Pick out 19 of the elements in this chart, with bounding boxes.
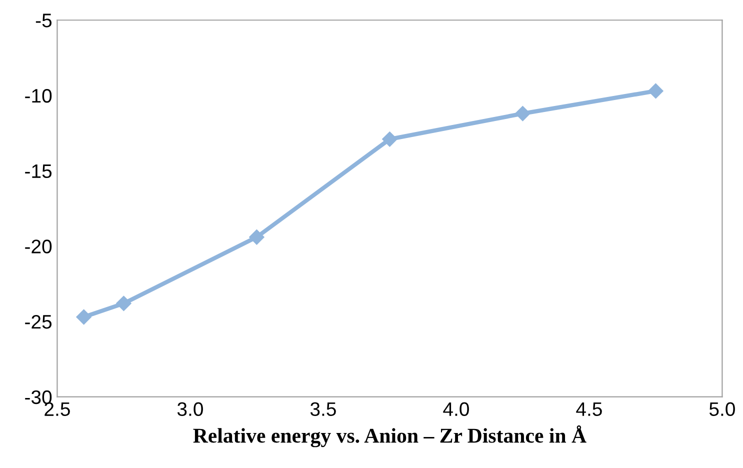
- x-tick-label: 4.5: [576, 402, 602, 416]
- y-tick-label: -20: [25, 240, 52, 254]
- y-tick-label: -30: [25, 390, 52, 404]
- x-tick-label: 2.5: [44, 402, 70, 416]
- x-tick-label: 3.5: [310, 402, 336, 416]
- point: [515, 106, 530, 122]
- y-tick-label: -10: [25, 88, 52, 103]
- point: [382, 132, 398, 147]
- y-tick-label: -25: [25, 314, 52, 329]
- point: [76, 309, 92, 325]
- point: [249, 230, 264, 245]
- x-tick-label: 3.0: [177, 402, 203, 416]
- y-tick-label: -5: [36, 14, 52, 28]
- point: [116, 296, 132, 311]
- x-tick-label: 5.0: [709, 402, 735, 416]
- y-tick-label: -15: [25, 164, 52, 178]
- x-tick-label: 4.0: [443, 402, 469, 416]
- point: [648, 83, 664, 99]
- x-axis-title: Relative energy vs. Anion – Zr Distance in Å: [193, 425, 586, 448]
